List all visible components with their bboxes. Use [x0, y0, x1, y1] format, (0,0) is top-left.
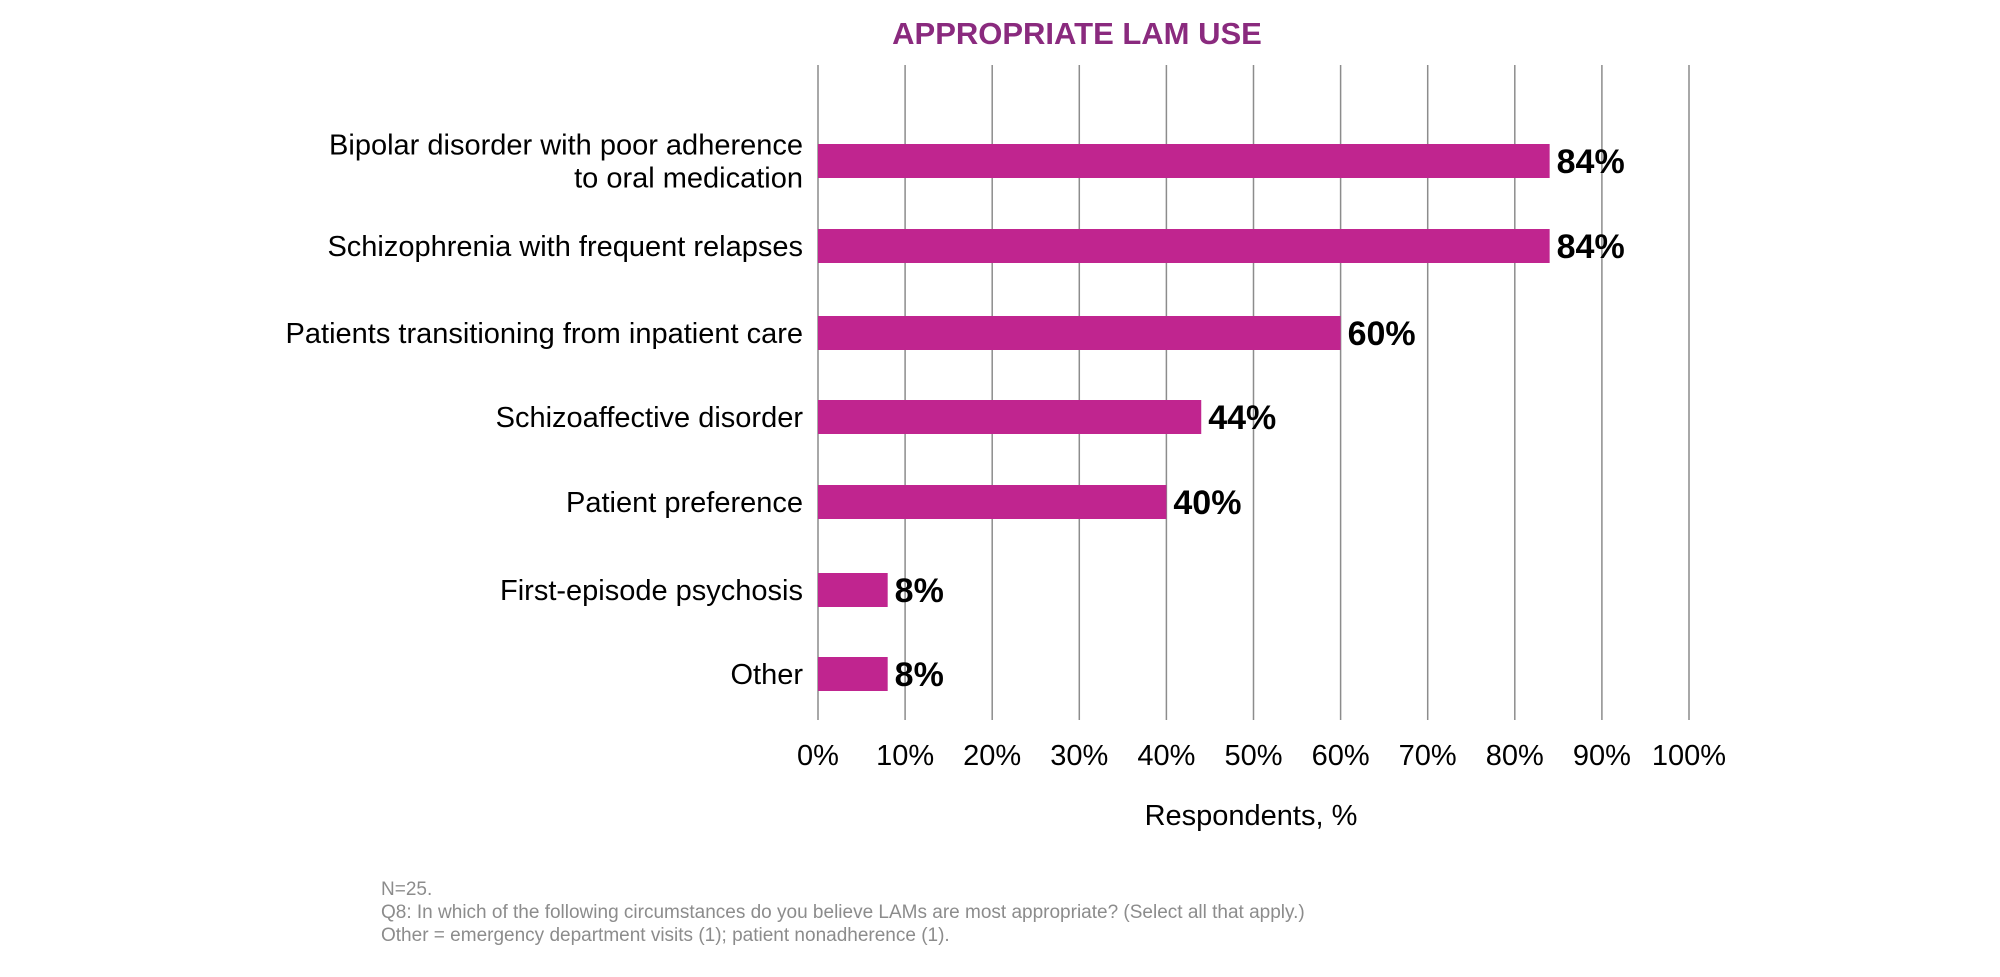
- x-axis-tick-labels: 0% 10% 20% 30% 40% 50% 60% 70% 80% 90% 100%: [797, 740, 1726, 772]
- x-tick-label: 100%: [1652, 740, 1726, 772]
- x-tick-label: 80%: [1486, 740, 1544, 772]
- chart-title: APPROPRIATE LAM USE: [892, 16, 1262, 51]
- x-axis-title: Respondents, %: [1145, 800, 1358, 832]
- x-tick-label: 60%: [1312, 740, 1370, 772]
- category-label: to oral medication: [574, 163, 803, 195]
- category-label: Other: [730, 659, 803, 691]
- category-label: Patients transitioning from inpatient ca…: [286, 318, 803, 350]
- footnotes: N=25. Q8: In which of the following circ…: [381, 878, 1305, 947]
- x-tick-label: 0%: [797, 740, 839, 772]
- category-label: First-episode psychosis: [500, 575, 803, 607]
- bar: [818, 144, 1550, 178]
- x-tick-label: 70%: [1399, 740, 1457, 772]
- value-label: 84%: [1557, 228, 1625, 266]
- bar: [818, 316, 1341, 350]
- footnote-question: Q8: In which of the following circumstan…: [381, 902, 1305, 923]
- bar: [818, 400, 1202, 434]
- x-tick-label: 20%: [963, 740, 1021, 772]
- x-tick-label: 40%: [1137, 740, 1195, 772]
- bar: [818, 485, 1167, 519]
- value-label: 40%: [1173, 484, 1241, 522]
- bar: [818, 573, 888, 607]
- value-label: 60%: [1348, 315, 1416, 353]
- x-tick-label: 50%: [1224, 740, 1282, 772]
- bar: [818, 657, 888, 691]
- category-label: Schizophrenia with frequent relapses: [327, 231, 803, 263]
- bar: [818, 229, 1550, 263]
- x-tick-label: 90%: [1573, 740, 1631, 772]
- category-label: Schizoaffective disorder: [496, 402, 804, 434]
- value-labels: 84% 84% 60% 44% 40% 8% 8%: [895, 143, 1625, 694]
- x-tick-label: 30%: [1050, 740, 1108, 772]
- value-label: 8%: [895, 656, 944, 694]
- footnote-other-definition: Other = emergency department visits (1);…: [381, 925, 950, 946]
- x-tick-label: 10%: [876, 740, 934, 772]
- value-label: 44%: [1208, 399, 1276, 437]
- value-label: 8%: [895, 572, 944, 610]
- footnote-sample-size: N=25.: [381, 879, 433, 900]
- category-label: Bipolar disorder with poor adherence: [329, 130, 803, 162]
- bars: [818, 144, 1550, 691]
- category-label: Patient preference: [566, 487, 803, 519]
- value-label: 84%: [1557, 143, 1625, 181]
